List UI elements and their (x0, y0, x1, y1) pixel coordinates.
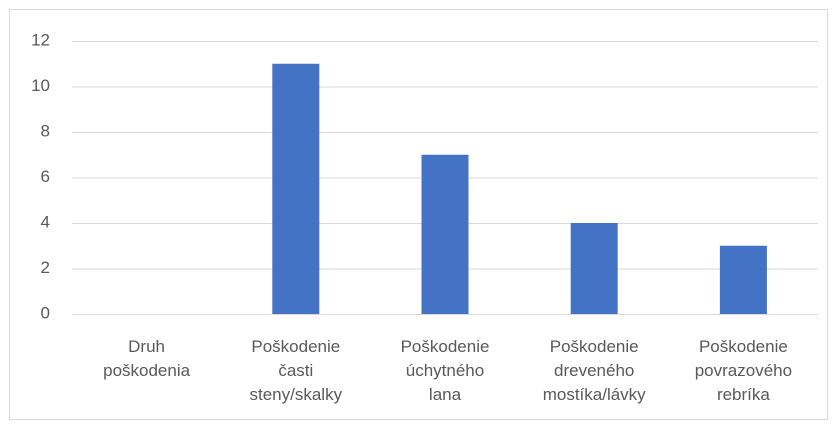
bar (719, 245, 767, 314)
x-tick-label: Poškodenie časti steny/skalky (250, 337, 343, 404)
x-tick-label: Poškodenie povrazového rebríka (695, 337, 792, 404)
y-tick-label: 8 (41, 121, 50, 140)
y-tick-label: 2 (41, 258, 50, 277)
x-tick-label: Poškodenie úchytného lana (401, 337, 490, 404)
x-tick-label: Druh poškodenia (103, 337, 191, 380)
chart-border (9, 9, 828, 420)
y-tick-label: 6 (41, 167, 50, 186)
y-tick-label: 0 (41, 303, 50, 322)
bar (272, 63, 320, 314)
y-tick-label: 4 (41, 212, 50, 231)
bar (570, 223, 618, 314)
y-tick-label: 12 (31, 30, 50, 49)
y-tick-label: 10 (31, 76, 50, 95)
bar (421, 154, 469, 314)
x-tick-label: Poškodenie dreveného mostíka/lávky (543, 337, 646, 404)
